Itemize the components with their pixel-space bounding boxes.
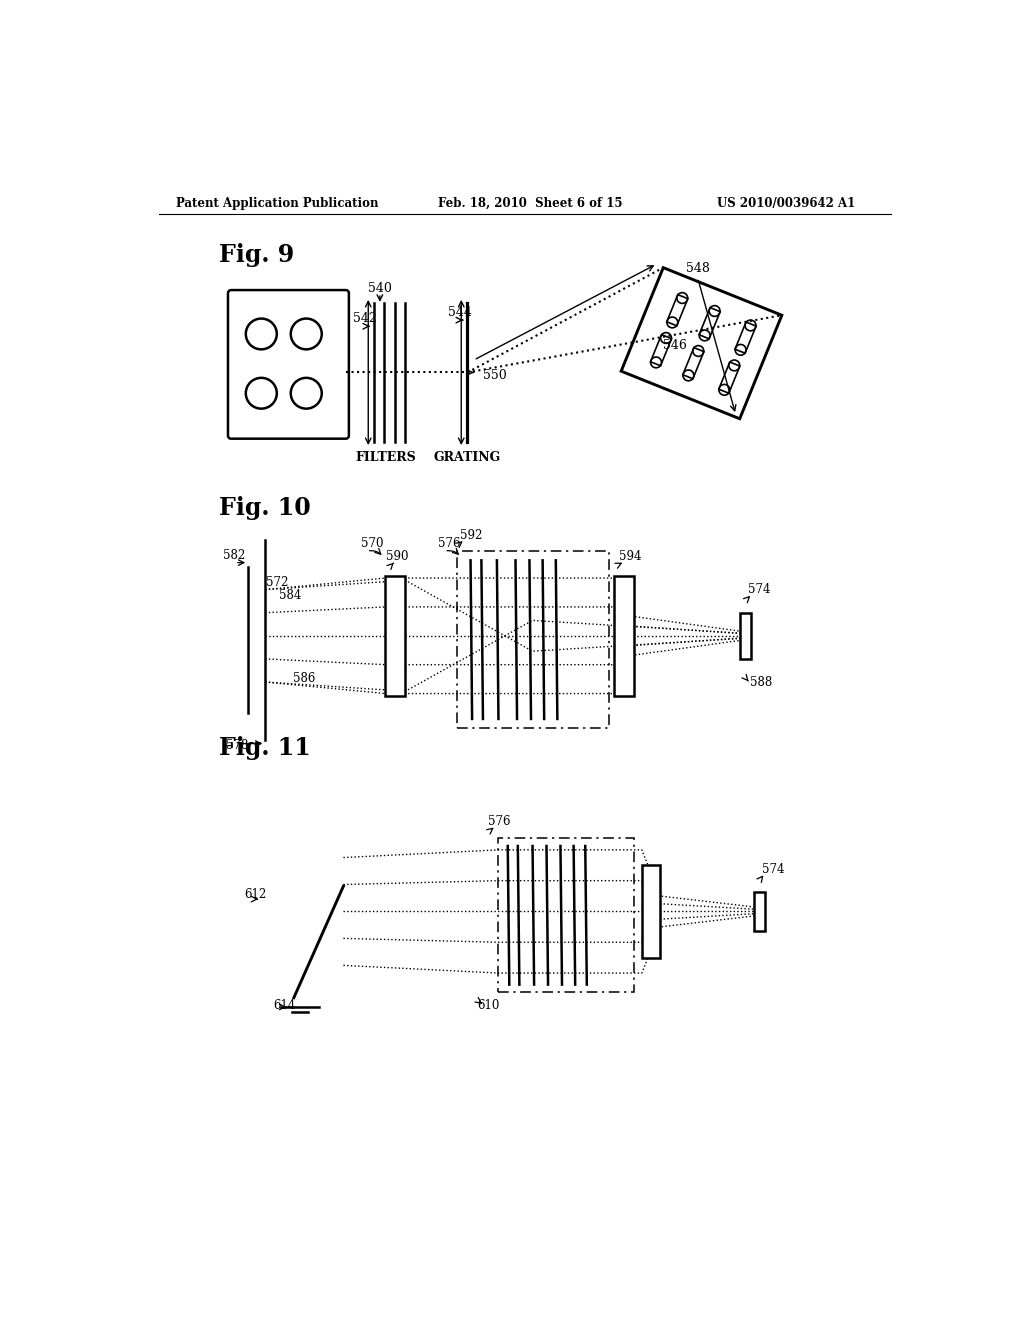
Text: Feb. 18, 2010  Sheet 6 of 15: Feb. 18, 2010 Sheet 6 of 15 [438, 197, 623, 210]
Text: FILTERS: FILTERS [355, 451, 417, 465]
Text: 586: 586 [293, 672, 315, 685]
Bar [642, 866, 660, 958]
Text: 576: 576 [438, 537, 461, 550]
Text: US 2010/0039642 A1: US 2010/0039642 A1 [717, 197, 855, 210]
Text: 548: 548 [686, 263, 710, 276]
Text: 578: 578 [226, 739, 249, 752]
Text: 574: 574 [748, 583, 770, 597]
Text: 546: 546 [663, 339, 687, 352]
Text: 594: 594 [618, 550, 641, 564]
Text: 572: 572 [266, 576, 289, 589]
Bar [740, 612, 751, 659]
Text: Fig. 9: Fig. 9 [219, 243, 295, 268]
Bar [385, 576, 406, 696]
Text: GRATING: GRATING [434, 451, 501, 465]
Bar [458, 552, 608, 729]
Text: 592: 592 [460, 529, 482, 541]
Bar [499, 838, 634, 993]
Text: Fig. 10: Fig. 10 [219, 496, 311, 520]
Text: 574: 574 [762, 863, 784, 876]
FancyBboxPatch shape [228, 290, 349, 438]
Text: 540: 540 [369, 281, 392, 294]
Bar [614, 576, 634, 696]
Text: 544: 544 [449, 306, 472, 319]
Text: 610: 610 [477, 999, 499, 1012]
Text: 588: 588 [750, 676, 772, 689]
Text: 614: 614 [273, 999, 296, 1012]
Text: 550: 550 [483, 368, 507, 381]
Text: 590: 590 [386, 550, 409, 564]
Text: 584: 584 [280, 589, 301, 602]
Text: Fig. 11: Fig. 11 [219, 737, 311, 760]
Text: 576: 576 [488, 816, 511, 828]
Bar [755, 892, 765, 931]
Text: 570: 570 [360, 537, 383, 550]
Text: 582: 582 [223, 549, 246, 562]
Text: Patent Application Publication: Patent Application Publication [176, 197, 379, 210]
Text: 542: 542 [352, 313, 377, 326]
Text: 612: 612 [245, 887, 266, 900]
